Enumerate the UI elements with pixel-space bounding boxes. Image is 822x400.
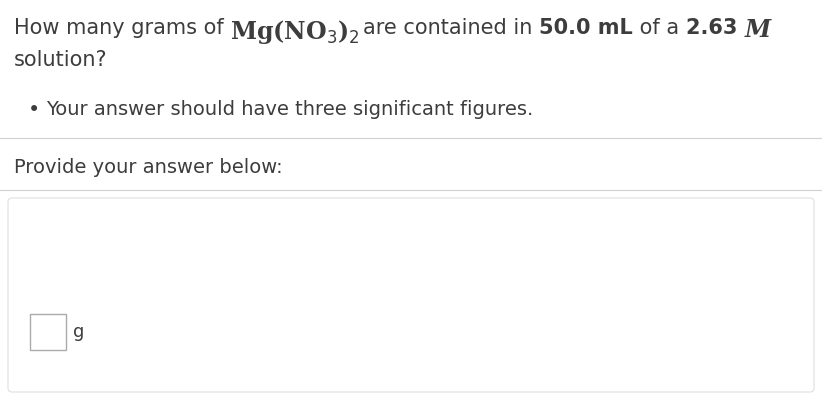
Text: 2.63: 2.63 <box>686 18 744 38</box>
Text: are contained in: are contained in <box>363 18 539 38</box>
FancyBboxPatch shape <box>30 314 66 350</box>
Text: Your answer should have three significant figures.: Your answer should have three significan… <box>46 100 533 119</box>
Text: solution?: solution? <box>14 50 108 70</box>
Text: Mg(NO$_3$)$_2$: Mg(NO$_3$)$_2$ <box>230 18 360 46</box>
Text: g: g <box>73 323 85 341</box>
Text: How many grams of: How many grams of <box>14 18 230 38</box>
Text: •: • <box>28 100 40 120</box>
Text: of a: of a <box>633 18 686 38</box>
FancyBboxPatch shape <box>8 198 814 392</box>
Text: 50.0 mL: 50.0 mL <box>539 18 633 38</box>
Text: Provide your answer below:: Provide your answer below: <box>14 158 283 177</box>
Text: M: M <box>744 18 770 42</box>
